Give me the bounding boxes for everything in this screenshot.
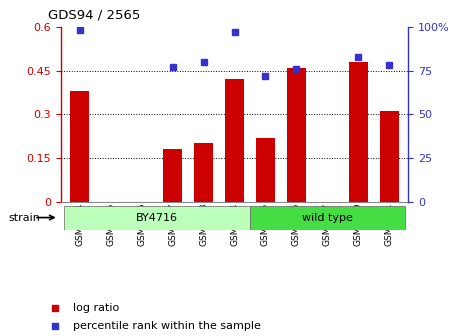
Bar bbox=[194, 143, 213, 202]
Bar bbox=[250, 206, 405, 230]
Bar bbox=[163, 149, 182, 202]
Bar bbox=[287, 68, 306, 202]
Text: BY4716: BY4716 bbox=[136, 213, 178, 223]
Text: log ratio: log ratio bbox=[73, 303, 119, 313]
Text: wild type: wild type bbox=[302, 213, 353, 223]
Bar bbox=[380, 111, 399, 202]
Text: percentile rank within the sample: percentile rank within the sample bbox=[73, 321, 261, 331]
Bar bbox=[349, 62, 368, 202]
Bar bbox=[64, 206, 250, 230]
Text: strain: strain bbox=[8, 213, 40, 223]
Bar bbox=[225, 79, 244, 202]
Bar bbox=[70, 91, 89, 202]
Text: GDS94 / 2565: GDS94 / 2565 bbox=[48, 8, 140, 22]
Bar bbox=[256, 137, 275, 202]
